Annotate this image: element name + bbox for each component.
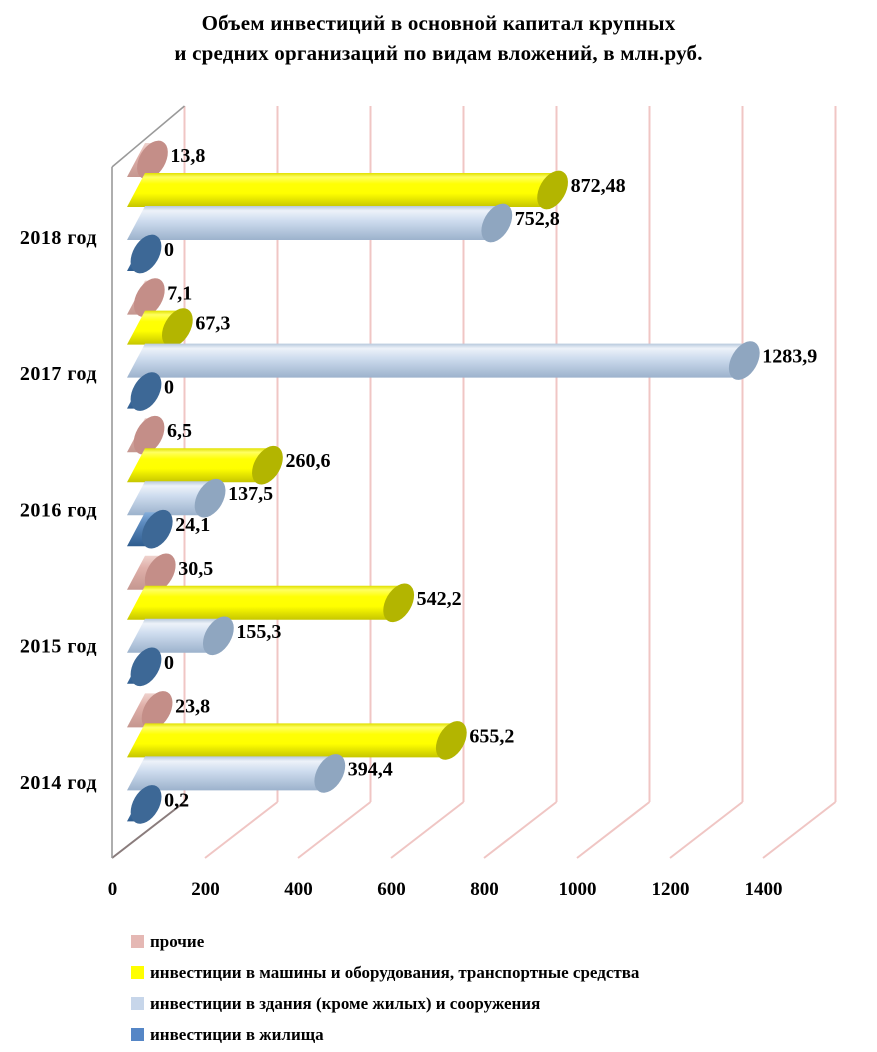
bar-cap <box>202 616 234 656</box>
floor-line <box>483 801 558 859</box>
x-tick-label: 400 <box>284 879 313 900</box>
x-tick-label: 1000 <box>559 879 597 900</box>
bar-cap <box>141 691 173 730</box>
value-label: 7,1 <box>167 283 192 305</box>
bar-cap <box>130 234 162 274</box>
bar-body <box>127 448 268 483</box>
legend-item: прочие <box>131 926 639 957</box>
value-label: 0,2 <box>164 789 189 811</box>
floor-line <box>669 801 744 859</box>
legend-label: инвестиции в машины и оборудования, тран… <box>150 962 640 982</box>
value-label: 155,3 <box>236 621 281 643</box>
bar-cap <box>435 721 467 760</box>
value-label: 752,8 <box>515 208 560 230</box>
bar-body <box>127 585 399 620</box>
legend-label: инвестиции в здания (кроме жилых) и соор… <box>150 993 541 1013</box>
floor-line <box>111 801 186 859</box>
x-tick-label: 1400 <box>745 879 783 900</box>
legend-swatch-zhilishcha <box>131 1028 144 1041</box>
value-label: 30,5 <box>178 558 213 580</box>
bar-cap <box>161 308 193 347</box>
bar-cap <box>137 140 168 180</box>
value-label: 0 <box>164 239 174 261</box>
bar-cap <box>133 415 165 455</box>
bar-cap <box>130 647 162 687</box>
bar-cap <box>133 278 165 317</box>
bar-body <box>127 481 211 516</box>
chart-title-line2: и средних организаций по видам вложений,… <box>174 41 703 65</box>
value-label: 542,2 <box>417 588 462 610</box>
legend-swatch-prochie <box>131 935 144 948</box>
category-label: 2017 год <box>20 363 97 385</box>
bar-cap <box>383 583 415 623</box>
bar-cap <box>141 509 173 549</box>
legend-item: инвестиции в здания (кроме жилых) и соор… <box>131 988 639 1019</box>
value-label: 0 <box>164 652 174 674</box>
value-label: 13,8 <box>170 145 205 167</box>
x-tick-label: 600 <box>377 879 406 900</box>
value-label: 67,3 <box>195 313 230 335</box>
category-label: 2014 год <box>20 772 97 794</box>
x-tick-label: 1200 <box>652 879 690 900</box>
floor-line <box>297 801 372 859</box>
value-label: 872,48 <box>571 175 626 197</box>
bar-group-2017: 7,167,3 1283,9 0 <box>127 278 817 411</box>
chart-legend: прочие инвестиции в машины и оборудовани… <box>131 926 639 1050</box>
bar-group-2014: 23,8 655,2 394,4 0,2 <box>127 691 514 824</box>
chart-title: Объем инвестиций в основной капитал круп… <box>0 8 877 68</box>
legend-item: инвестиции в жилища <box>131 1019 639 1050</box>
bar-cap <box>130 785 162 824</box>
bar-group-2015: 30,5 542,2 155,3 0 <box>127 553 462 687</box>
value-label: 394,4 <box>348 758 393 780</box>
bar-cap <box>144 553 176 593</box>
value-label: 1283,9 <box>762 346 817 368</box>
bar-body <box>127 206 497 240</box>
x-tick-label: 200 <box>191 879 220 900</box>
category-label: 2018 год <box>20 227 97 249</box>
bar-group-2016: 6,5 260,6 137,5 24,1 <box>127 415 330 549</box>
x-tick-label: 800 <box>470 879 499 900</box>
bar-cap <box>194 478 226 518</box>
bar-cap <box>481 203 513 243</box>
value-label: 23,8 <box>175 695 210 717</box>
bar-body <box>127 723 452 758</box>
floor-line <box>762 801 837 859</box>
value-label: 655,2 <box>469 725 514 747</box>
floor-line <box>576 801 651 859</box>
bar-body <box>127 756 330 791</box>
value-label: 24,1 <box>175 514 210 536</box>
floor-line <box>390 801 465 859</box>
category-label: 2016 год <box>20 499 97 521</box>
value-label: 0 <box>164 377 174 399</box>
legend-item: инвестиции в машины и оборудования, тран… <box>131 957 639 988</box>
x-tick-label: 0 <box>108 879 118 900</box>
legend-swatch-mashiny <box>131 966 144 979</box>
floor-line <box>204 801 279 859</box>
legend-swatch-zdaniya <box>131 997 144 1010</box>
bar-body <box>127 173 553 207</box>
bar-cap <box>130 372 162 411</box>
value-label: 6,5 <box>167 420 192 442</box>
bar-group-2018: 13,8 872,48 752,8 0 <box>127 140 626 274</box>
bar-cap <box>252 445 283 485</box>
bar-body <box>127 618 219 653</box>
chart-title-line1: Объем инвестиций в основной капитал круп… <box>201 11 676 35</box>
legend-label: инвестиции в жилища <box>150 1024 324 1044</box>
bar-cap <box>728 341 760 380</box>
value-label: 137,5 <box>228 483 273 505</box>
bar-cap <box>537 170 568 210</box>
bar-cap <box>314 754 346 793</box>
legend-label: прочие <box>150 931 205 951</box>
category-label: 2015 год <box>20 636 97 658</box>
value-label: 260,6 <box>285 450 330 472</box>
wall-edge-top <box>111 105 186 168</box>
bar-body <box>127 343 745 378</box>
